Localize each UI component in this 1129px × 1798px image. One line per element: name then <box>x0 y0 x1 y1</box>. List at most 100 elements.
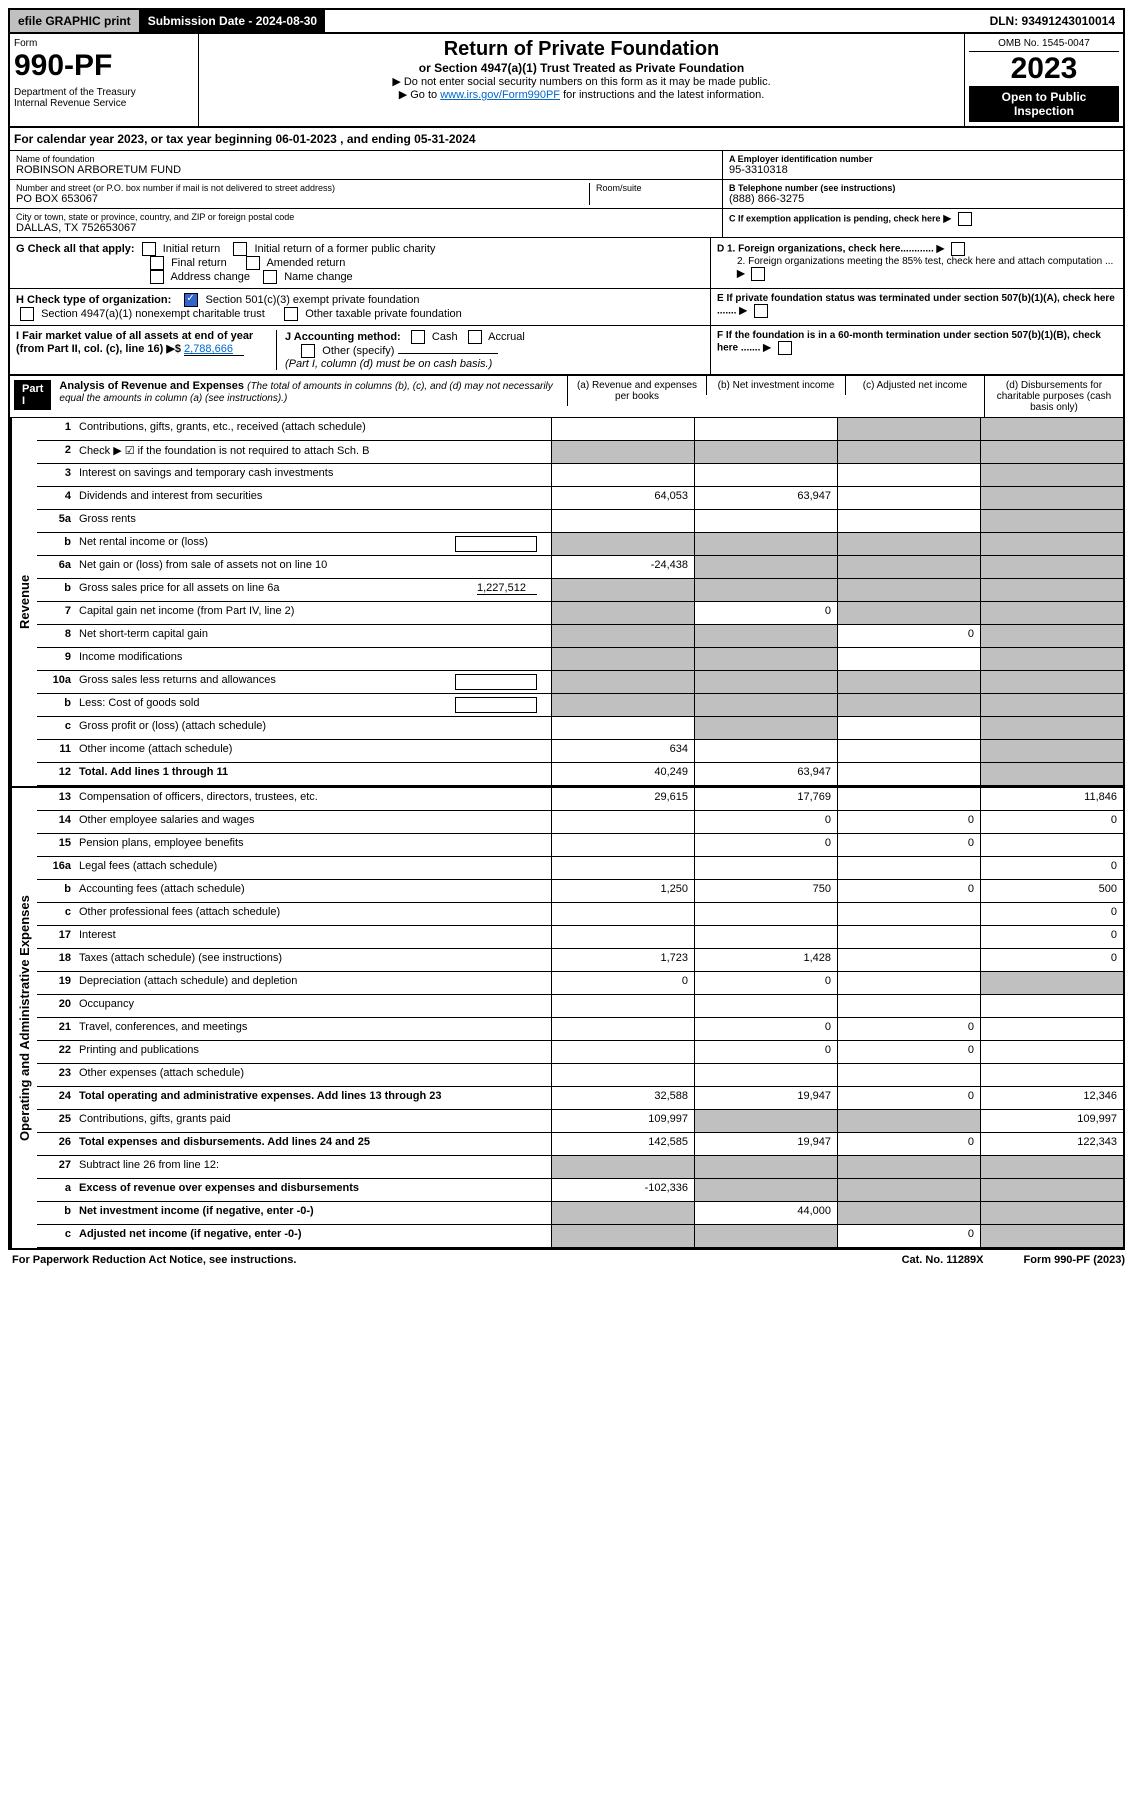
data-cell-b: 17,769 <box>694 788 837 810</box>
col-d-header: (d) Disbursements for charitable purpose… <box>984 376 1123 417</box>
data-cell-a <box>551 464 694 486</box>
j-other-checkbox[interactable] <box>301 344 315 358</box>
line-description: Check ▶ ☑ if the foundation is not requi… <box>75 441 551 463</box>
line-description: Gross sales less returns and allowances <box>75 671 551 693</box>
data-cell-a: -102,336 <box>551 1179 694 1201</box>
form-title: Return of Private Foundation <box>203 38 960 61</box>
data-cell-a: 0 <box>551 972 694 994</box>
data-cell-c <box>837 995 980 1017</box>
line-number: 12 <box>37 763 75 785</box>
table-row: bLess: Cost of goods sold <box>37 694 1123 717</box>
footer-left: For Paperwork Reduction Act Notice, see … <box>12 1254 296 1266</box>
line-description: Printing and publications <box>75 1041 551 1063</box>
efile-print-button[interactable]: efile GRAPHIC print <box>10 10 140 32</box>
data-cell-a: 40,249 <box>551 763 694 785</box>
foundation-info: Name of foundation ROBINSON ARBORETUM FU… <box>10 151 1123 238</box>
g-initial-public-checkbox[interactable] <box>233 242 247 256</box>
table-row: 23Other expenses (attach schedule) <box>37 1064 1123 1087</box>
data-cell-a <box>551 903 694 925</box>
h-row2: Section 4947(a)(1) nonexempt charitable … <box>16 307 704 321</box>
header-center: Return of Private Foundation or Section … <box>199 34 964 126</box>
data-cell-d <box>980 972 1123 994</box>
g-final-checkbox[interactable] <box>150 256 164 270</box>
irs-link[interactable]: www.irs.gov/Form990PF <box>440 89 560 101</box>
data-cell-b <box>694 857 837 879</box>
f-checkbox[interactable] <box>778 341 792 355</box>
j-accrual-checkbox[interactable] <box>468 330 482 344</box>
j-other-input[interactable] <box>398 353 498 354</box>
d2-label: 2. Foreign organizations meeting the 85%… <box>737 256 1113 267</box>
data-cell-d <box>980 834 1123 856</box>
data-cell-b <box>694 1225 837 1247</box>
data-cell-c <box>837 487 980 509</box>
inline-box[interactable] <box>455 674 537 690</box>
j-cash-checkbox[interactable] <box>411 330 425 344</box>
d2-checkbox[interactable] <box>751 267 765 281</box>
data-cell-c <box>837 648 980 670</box>
data-cell-a <box>551 1064 694 1086</box>
table-row: 3Interest on savings and temporary cash … <box>37 464 1123 487</box>
table-row: aExcess of revenue over expenses and dis… <box>37 1179 1123 1202</box>
g-address-checkbox[interactable] <box>150 270 164 284</box>
tax-year: 2023 <box>969 52 1119 86</box>
j-note: (Part I, column (d) must be on cash basi… <box>285 358 492 370</box>
table-row: 13Compensation of officers, directors, t… <box>37 788 1123 811</box>
data-cell-a <box>551 533 694 555</box>
form-label: Form <box>14 38 194 49</box>
inline-box[interactable] <box>455 536 537 552</box>
data-cell-b: 0 <box>694 602 837 624</box>
line-number: 7 <box>37 602 75 624</box>
g-name-checkbox[interactable] <box>263 270 277 284</box>
dept-treasury: Department of the Treasury Internal Reve… <box>14 87 194 109</box>
data-cell-c <box>837 1202 980 1224</box>
arrow-icon: ▶ <box>737 269 745 280</box>
fmv-link[interactable]: 2,788,666 <box>184 343 244 356</box>
data-cell-b <box>694 533 837 555</box>
data-cell-c <box>837 602 980 624</box>
ein-label: A Employer identification number <box>729 154 1117 164</box>
part1-title: Analysis of Revenue and Expenses <box>59 380 244 392</box>
data-cell-a: 1,250 <box>551 880 694 902</box>
line-description: Capital gain net income (from Part IV, l… <box>75 602 551 624</box>
d1-row: D 1. Foreign organizations, check here..… <box>717 242 1117 256</box>
header-left: Form 990-PF Department of the Treasury I… <box>10 34 199 126</box>
line-description: Other income (attach schedule) <box>75 740 551 762</box>
data-cell-b <box>694 717 837 739</box>
footer: For Paperwork Reduction Act Notice, see … <box>8 1250 1129 1270</box>
data-cell-d <box>980 671 1123 693</box>
h-4947-checkbox[interactable] <box>20 307 34 321</box>
table-row: 2Check ▶ ☑ if the foundation is not requ… <box>37 441 1123 464</box>
calendar-year-row: For calendar year 2023, or tax year begi… <box>10 128 1123 151</box>
d1-checkbox[interactable] <box>951 242 965 256</box>
data-cell-c: 0 <box>837 834 980 856</box>
table-row: bNet investment income (if negative, ent… <box>37 1202 1123 1225</box>
line-description: Total. Add lines 1 through 11 <box>75 763 551 785</box>
data-cell-c <box>837 717 980 739</box>
g-amended-checkbox[interactable] <box>246 256 260 270</box>
c-checkbox[interactable] <box>958 212 972 226</box>
data-cell-b: 44,000 <box>694 1202 837 1224</box>
table-row: 7Capital gain net income (from Part IV, … <box>37 602 1123 625</box>
data-cell-c <box>837 857 980 879</box>
inline-box[interactable] <box>455 697 537 713</box>
h-501c3-checkbox[interactable] <box>184 293 198 307</box>
data-cell-a: 32,588 <box>551 1087 694 1109</box>
data-cell-c: 0 <box>837 811 980 833</box>
h-other-checkbox[interactable] <box>284 307 298 321</box>
data-cell-c: 0 <box>837 1041 980 1063</box>
g-initial-checkbox[interactable] <box>142 242 156 256</box>
h-opt1: Section 501(c)(3) exempt private foundat… <box>205 294 419 306</box>
e-checkbox[interactable] <box>754 304 768 318</box>
line-number: 14 <box>37 811 75 833</box>
h-opt3: Other taxable private foundation <box>305 308 462 320</box>
data-cell-d <box>980 1018 1123 1040</box>
inline-value: 1,227,512 <box>477 582 537 595</box>
j-label: J Accounting method: <box>285 331 401 343</box>
f-label: F If the foundation is in a 60-month ter… <box>717 330 1101 354</box>
line-number: 27 <box>37 1156 75 1178</box>
i-j-left: I Fair market value of all assets at end… <box>10 326 711 374</box>
form-header: Form 990-PF Department of the Treasury I… <box>10 34 1123 128</box>
form-subtitle: or Section 4947(a)(1) Trust Treated as P… <box>203 61 960 75</box>
table-row: 22Printing and publications00 <box>37 1041 1123 1064</box>
table-row: 6aNet gain or (loss) from sale of assets… <box>37 556 1123 579</box>
